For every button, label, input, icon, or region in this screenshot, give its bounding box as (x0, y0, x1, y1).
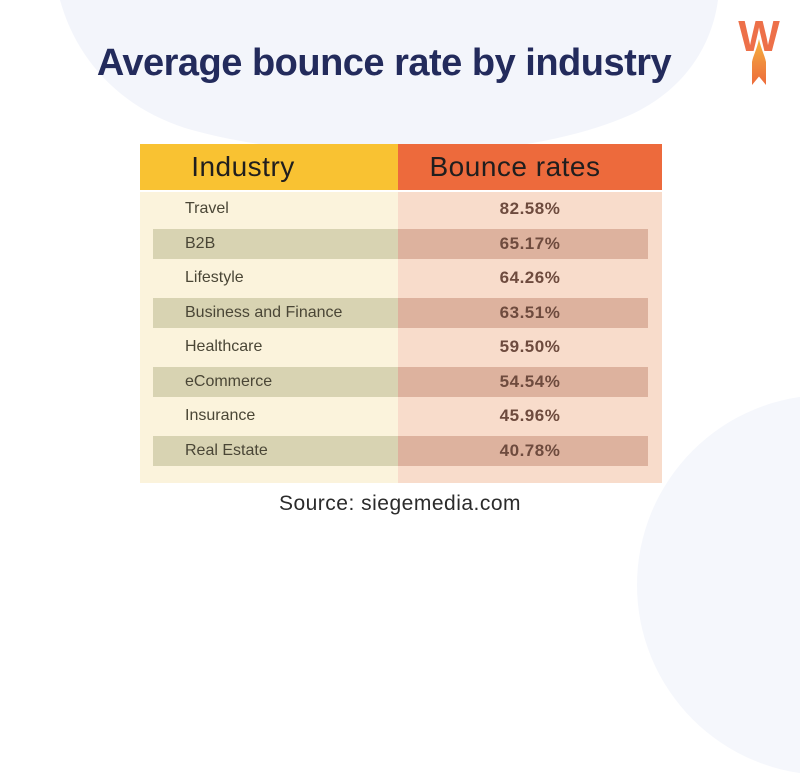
bounce-rate-value: 65.17% (499, 233, 561, 253)
bounce-rate-cell: 59.50% (398, 337, 662, 357)
table-row: Business and Finance 63.51% (140, 296, 662, 331)
column-header-bounce-rates: Bounce rates (398, 144, 662, 190)
bounce-rate-value: 45.96% (499, 406, 561, 426)
industry-label: Real Estate (185, 441, 268, 459)
wp-rocket-logo: W (730, 12, 788, 95)
industry-label: Business and Finance (185, 303, 343, 321)
bounce-rate-cell: 64.26% (398, 268, 662, 288)
column-header-bounce-rates-label: Bounce rates (429, 151, 601, 182)
industry-label: eCommerce (185, 372, 273, 390)
column-header-industry-label: Industry (191, 151, 295, 182)
industry-label: B2B (185, 234, 216, 252)
table-row: Lifestyle 64.26% (140, 261, 662, 296)
industry-cell: Travel (140, 200, 398, 218)
bounce-rate-value: 82.58% (499, 199, 561, 219)
industry-cell: B2B (140, 235, 398, 253)
bounce-rate-value: 59.50% (499, 337, 561, 357)
rocket-flame-icon (752, 39, 766, 85)
bounce-rate-cell: 45.96% (398, 406, 662, 426)
industry-cell: Insurance (140, 407, 398, 425)
column-header-industry: Industry (140, 144, 398, 190)
bounce-rate-value: 40.78% (499, 440, 561, 460)
bounce-rate-cell: 63.51% (398, 303, 662, 323)
bounce-rate-cell: 40.78% (398, 441, 662, 461)
table-row: Real Estate 40.78% (140, 434, 662, 469)
industry-label: Healthcare (185, 338, 263, 356)
table-row: eCommerce 54.54% (140, 365, 662, 400)
table-header-row: Industry Bounce rates (140, 144, 662, 190)
industry-cell: Healthcare (140, 338, 398, 356)
industry-cell: Lifestyle (140, 269, 398, 287)
background-blob (60, 0, 718, 155)
table-row: Healthcare 59.50% (140, 330, 662, 365)
table-row: Travel 82.58% (140, 192, 662, 227)
industry-label: Lifestyle (185, 269, 244, 287)
table-body: Travel 82.58% B2B 65.17% Lifestyle 64.26% Busi… (140, 192, 662, 483)
table-row: Insurance 45.96% (140, 399, 662, 434)
industry-label: Travel (185, 200, 229, 218)
bounce-rate-cell: 65.17% (398, 234, 662, 254)
infographic-canvas: Average bounce rate by industry W Indust… (60, 0, 788, 515)
page-title: Average bounce rate by industry (96, 42, 672, 84)
bounce-rate-table: Industry Bounce rates Travel 82.58% B2B 65.… (140, 144, 662, 483)
bounce-rate-value: 64.26% (499, 268, 561, 288)
industry-label: Insurance (185, 407, 256, 425)
bounce-rate-value: 54.54% (499, 371, 561, 391)
bounce-rate-value: 63.51% (499, 302, 561, 322)
bounce-rate-cell: 82.58% (398, 199, 662, 219)
industry-cell: eCommerce (140, 373, 398, 391)
bounce-rate-cell: 54.54% (398, 372, 662, 392)
industry-cell: Business and Finance (140, 304, 398, 322)
table-row: B2B 65.17% (140, 227, 662, 262)
source-attribution: Source: siegemedia.com (278, 492, 522, 515)
industry-cell: Real Estate (140, 442, 398, 460)
